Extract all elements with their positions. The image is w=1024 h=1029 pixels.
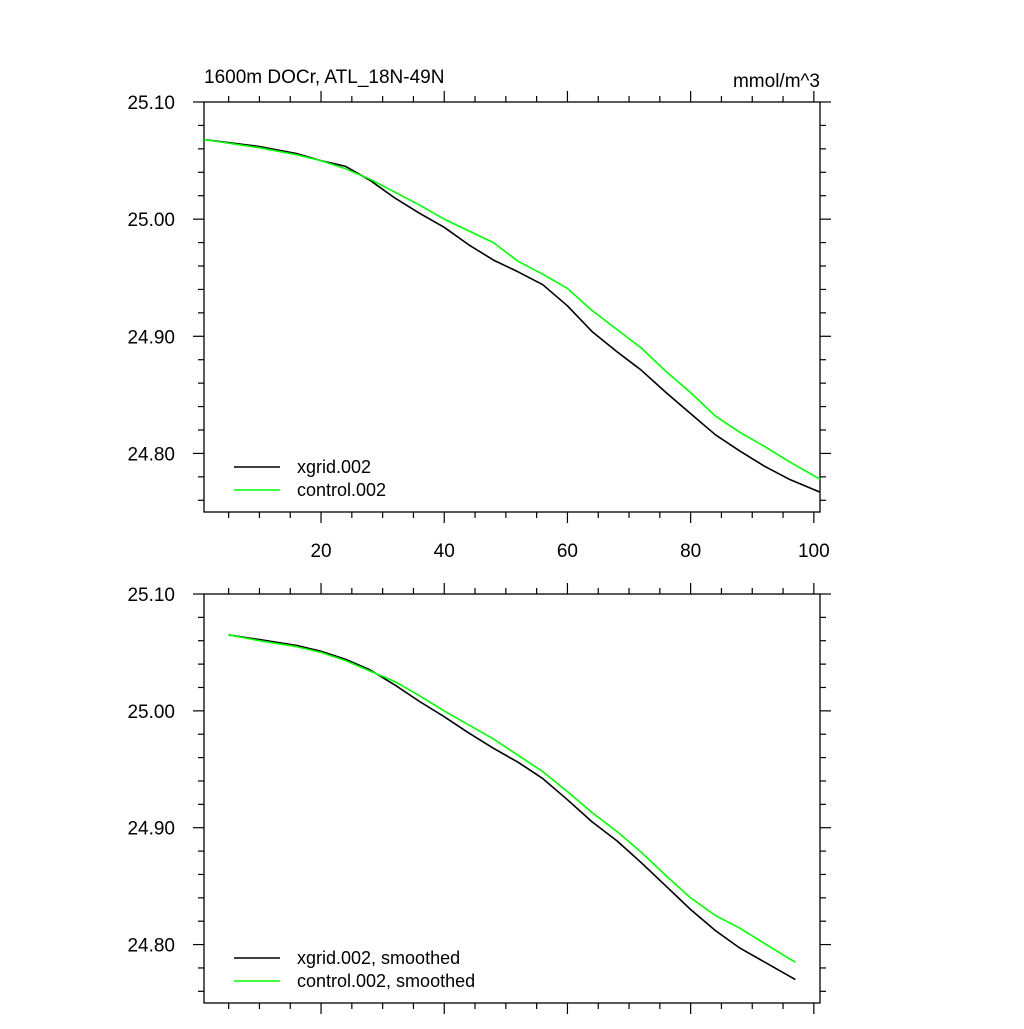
top-legend-label: control.002 (297, 480, 386, 500)
chart-title: 1600m DOCr, ATL_18N-49N (204, 67, 444, 88)
top-x-tick-label: 80 (680, 541, 701, 562)
bottom-y-tick-label: 24.90 (127, 819, 175, 840)
bottom-plot-frame (203, 593, 821, 1004)
bottom-legend-label: xgrid.002, smoothed (297, 948, 460, 968)
top-y-tick-label: 25.00 (127, 210, 175, 231)
top-y-tick-label: 25.10 (127, 93, 175, 114)
top-plot-frame (203, 101, 821, 513)
top-panel: 20 40 60 80 100 24.80 24.90 25.00 25.10 xgrid.002… (127, 91, 831, 562)
bottom-legend-label: control.002, smoothed (297, 971, 475, 991)
bottom-series-line-0 (228, 634, 796, 981)
top-y-tick-label: 24.80 (127, 444, 175, 465)
bottom-y-tick-label: 24.80 (127, 936, 175, 957)
top-series-line-0 (203, 138, 821, 493)
top-y-tick-label: 24.90 (127, 327, 175, 348)
bottom-y-tick-label: 25.00 (127, 702, 175, 723)
bottom-y-tick-label: 25.10 (127, 585, 175, 606)
top-series-line-1 (203, 138, 821, 480)
top-x-tick-label: 60 (557, 541, 578, 562)
top-x-tick-label: 20 (310, 541, 331, 562)
bottom-panel: 24.80 24.90 25.00 25.10 xgrid.002, smoothed c… (127, 583, 831, 1014)
bottom-series-line-1 (228, 634, 796, 963)
top-x-tick-label: 100 (798, 541, 830, 562)
units-label: mmol/m^3 (733, 71, 820, 92)
top-legend-label: xgrid.002 (297, 457, 371, 477)
top-x-tick-label: 40 (434, 541, 455, 562)
